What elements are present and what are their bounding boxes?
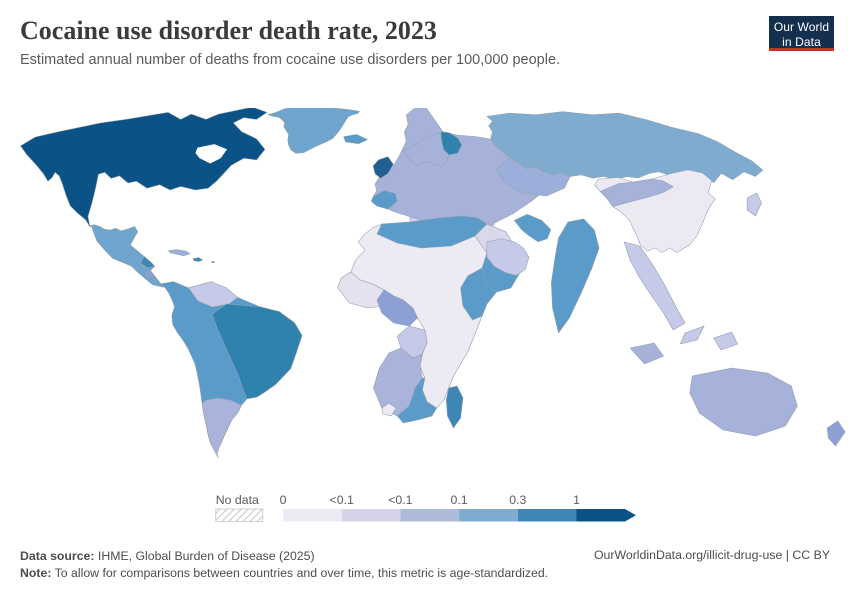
svg-text:0: 0 — [280, 493, 287, 507]
svg-text:0.1: 0.1 — [451, 493, 468, 507]
svg-text:<0.1: <0.1 — [388, 493, 412, 507]
svg-text:No data: No data — [216, 493, 259, 507]
svg-text:1: 1 — [573, 493, 580, 507]
svg-text:<0.1: <0.1 — [330, 493, 354, 507]
svg-text:0.3: 0.3 — [509, 493, 526, 507]
